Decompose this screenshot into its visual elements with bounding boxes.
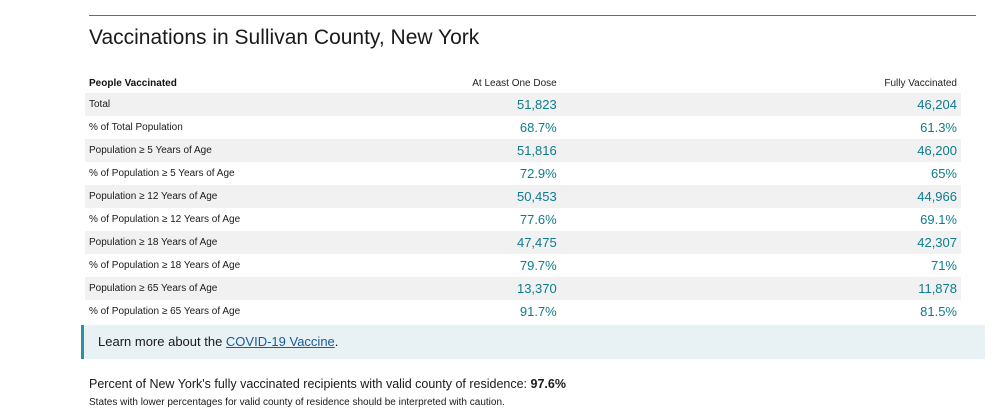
vaccination-table: People Vaccinated At Least One Dose Full…: [85, 73, 961, 323]
header-at-least-one-dose: At Least One Dose: [472, 77, 557, 89]
table-row: Population ≥ 65 Years of Age 13,370 11,8…: [85, 277, 961, 300]
fully-vaccinated-value: 46,204: [846, 93, 961, 116]
table-row: % of Population ≥ 12 Years of Age 77.6% …: [85, 208, 961, 231]
caution-note: States with lower percentages for valid …: [89, 397, 505, 408]
fully-vaccinated-value: 61.3%: [846, 116, 961, 139]
table-row: % of Total Population 68.7% 61.3%: [85, 116, 961, 139]
row-label: Total: [85, 93, 311, 116]
one-dose-value: 47,475: [310, 231, 847, 254]
footnote-text: Percent of New York's fully vaccinated r…: [89, 377, 531, 391]
table-row: % of Population ≥ 65 Years of Age 91.7% …: [85, 300, 961, 323]
table-row: % of Population ≥ 18 Years of Age 79.7% …: [85, 254, 961, 277]
row-label: Population ≥ 65 Years of Age: [85, 277, 311, 300]
one-dose-value: 77.6%: [310, 208, 847, 231]
one-dose-value: 13,370: [310, 277, 847, 300]
top-divider: [89, 15, 976, 16]
fully-vaccinated-value: 44,966: [846, 185, 961, 208]
fully-vaccinated-value: 69.1%: [846, 208, 961, 231]
one-dose-value: 91.7%: [310, 300, 847, 323]
one-dose-value: 50,453: [310, 185, 847, 208]
row-label: Population ≥ 5 Years of Age: [85, 139, 311, 162]
row-label: % of Population ≥ 18 Years of Age: [85, 254, 311, 277]
fully-vaccinated-value: 42,307: [846, 231, 961, 254]
learn-more-callout: Learn more about the COVID-19 Vaccine.: [81, 325, 985, 359]
page-title: Vaccinations in Sullivan County, New Yor…: [89, 26, 480, 49]
table-header-row: People Vaccinated At Least One Dose Full…: [85, 73, 961, 93]
row-label: % of Population ≥ 12 Years of Age: [85, 208, 311, 231]
table-row: Population ≥ 12 Years of Age 50,453 44,9…: [85, 185, 961, 208]
table-row: Population ≥ 18 Years of Age 47,475 42,3…: [85, 231, 961, 254]
one-dose-value: 51,823: [310, 93, 847, 116]
one-dose-value: 79.7%: [310, 254, 847, 277]
fully-vaccinated-value: 81.5%: [846, 300, 961, 323]
one-dose-value: 51,816: [310, 139, 847, 162]
fully-vaccinated-value: 46,200: [846, 139, 961, 162]
table-row: % of Population ≥ 5 Years of Age 72.9% 6…: [85, 162, 961, 185]
table-row: Population ≥ 5 Years of Age 51,816 46,20…: [85, 139, 961, 162]
row-label: Population ≥ 18 Years of Age: [85, 231, 311, 254]
fully-vaccinated-value: 11,878: [846, 277, 961, 300]
valid-county-footnote: Percent of New York's fully vaccinated r…: [89, 377, 566, 391]
header-fully-vaccinated: Fully Vaccinated: [884, 77, 957, 89]
one-dose-value: 72.9%: [310, 162, 847, 185]
footnote-percentage: 97.6%: [530, 377, 566, 391]
learn-more-prefix: Learn more about the: [98, 334, 226, 349]
learn-more-text: Learn more about the COVID-19 Vaccine.: [98, 334, 338, 349]
row-label: % of Total Population: [85, 116, 311, 139]
fully-vaccinated-value: 71%: [846, 254, 961, 277]
row-label: % of Population ≥ 5 Years of Age: [85, 162, 311, 185]
fully-vaccinated-value: 65%: [846, 162, 961, 185]
learn-more-suffix: .: [334, 334, 339, 349]
row-label: % of Population ≥ 65 Years of Age: [85, 300, 311, 323]
table-row: Total 51,823 46,204: [85, 93, 961, 116]
one-dose-value: 68.7%: [310, 116, 847, 139]
row-label: Population ≥ 12 Years of Age: [85, 185, 311, 208]
header-people-vaccinated: People Vaccinated: [89, 77, 177, 89]
covid-vaccine-link[interactable]: COVID-19 Vaccine: [225, 334, 335, 349]
